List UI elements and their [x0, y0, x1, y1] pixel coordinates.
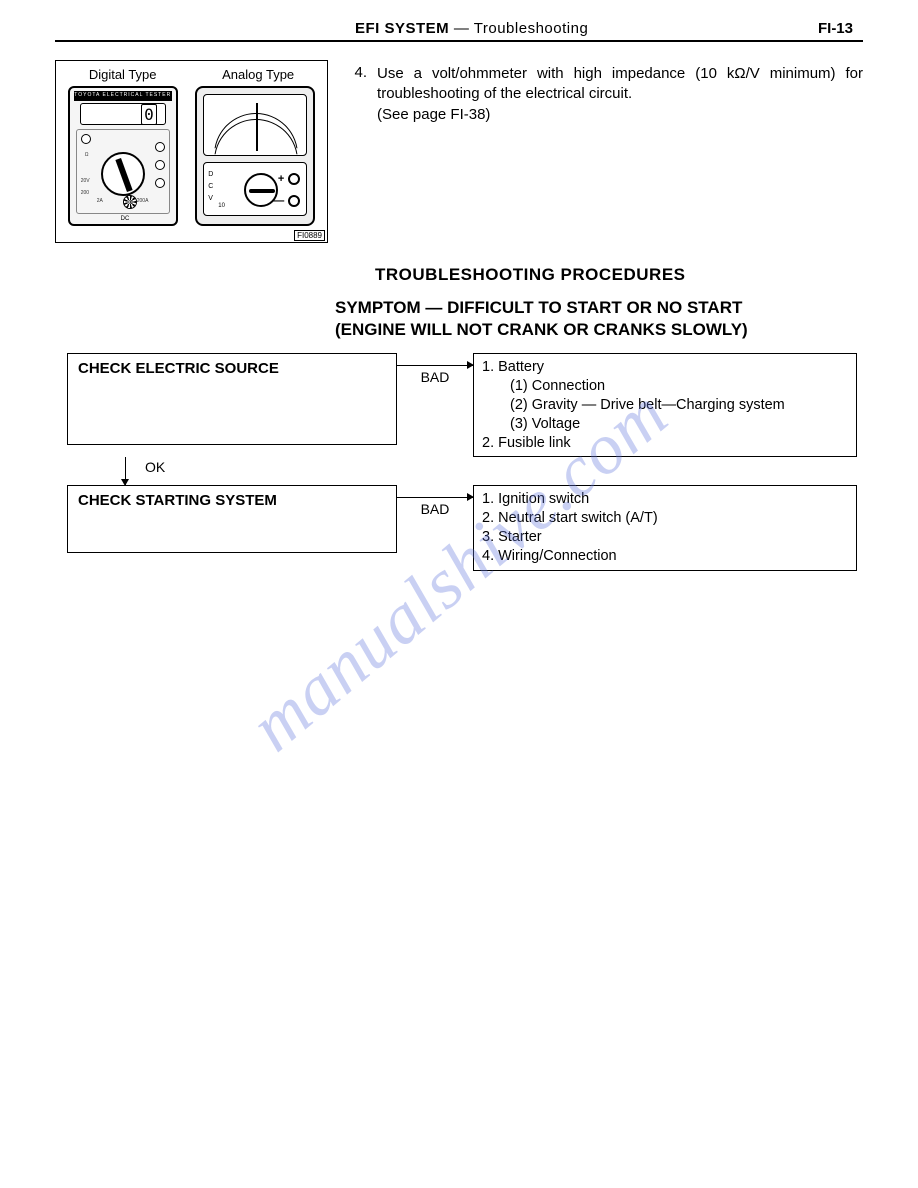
result-line: 4. Wiring/Connection — [482, 547, 848, 566]
header-title-light: Troubleshooting — [474, 20, 589, 37]
symptom-line2: (ENGINE WILL NOT CRANK OR CRANKS SLOWLY) — [335, 319, 863, 341]
box-title: CHECK ELECTRIC SOURCE — [78, 360, 279, 377]
dc-label: DC — [121, 216, 130, 222]
digital-controls: Ω 20V 200 2A 200A — [76, 129, 170, 214]
knob-icon — [155, 142, 165, 152]
result-line: (3) Voltage — [482, 415, 848, 434]
result-box-1: 1. Battery (1) Connection (2) Gravity — … — [473, 353, 857, 457]
digital-brand: TOYOTA ELECTRICAL TESTER — [74, 91, 172, 101]
dial-mark: Ω — [85, 152, 89, 158]
page-header: EFI SYSTEM — Troubleshooting FI-13 — [55, 20, 863, 42]
analog-meter: D C V 10 + — — [195, 86, 315, 226]
page-number: FI-13 — [818, 20, 853, 37]
dial-mark: 2A — [97, 198, 103, 204]
procedures-heading: TROUBLESHOOTING PROCEDURES — [55, 265, 863, 285]
scale-label: C — [208, 183, 213, 190]
needle-icon — [256, 103, 258, 151]
connector-bad: BAD — [397, 485, 473, 570]
box-title: CHECK STARTING SYSTEM — [78, 492, 277, 509]
knob-icon — [155, 178, 165, 188]
digital-readout: 0 — [141, 104, 157, 125]
result-line: 1. Ignition switch — [482, 490, 848, 509]
result-box-2: 1. Ignition switch 2. Neutral start swit… — [473, 485, 857, 570]
plus-sign: + — [278, 173, 284, 185]
step-line: (See page FI-38) — [377, 105, 863, 125]
symptom-line1: SYMPTOM — DIFFICULT TO START OR NO START — [335, 297, 863, 319]
minus-sign: — — [273, 195, 284, 207]
dial-mark: 200 — [81, 190, 89, 196]
flow-step-1: CHECK ELECTRIC SOURCE BAD 1. Battery (1)… — [55, 353, 863, 457]
scale-label: D — [208, 171, 213, 178]
result-line: (2) Gravity — Drive belt—Charging system — [482, 396, 848, 415]
terminal-neg-icon — [288, 195, 300, 207]
fuse-knob-icon — [123, 195, 137, 209]
connector-label: OK — [145, 459, 165, 475]
digital-meter: TOYOTA ELECTRICAL TESTER 0 Ω 20V 200 2A … — [68, 86, 178, 226]
result-line: 2. Fusible link — [482, 434, 848, 453]
analog-type-label: Analog Type — [222, 67, 294, 82]
result-line: 3. Starter — [482, 528, 848, 547]
result-line: (1) Connection — [482, 377, 848, 396]
knob-icon — [155, 160, 165, 170]
dial-mark: 200A — [137, 198, 149, 204]
flowchart: CHECK ELECTRIC SOURCE BAD 1. Battery (1)… — [55, 353, 863, 571]
figure-labels: Digital Type Analog Type — [56, 61, 327, 82]
symptom-heading: SYMPTOM — DIFFICULT TO START OR NO START… — [55, 297, 863, 341]
flow-step-2: CHECK STARTING SYSTEM BAD 1. Ignition sw… — [55, 485, 863, 570]
step-number: 4. — [346, 64, 367, 243]
step-text: Use a volt/ohmmeter with high impedance … — [377, 64, 863, 243]
selector-dial-icon — [101, 152, 145, 196]
digital-type-label: Digital Type — [89, 67, 157, 82]
scale-label: V — [208, 195, 213, 202]
dial-mark: 20V — [81, 178, 90, 184]
result-line: 1. Battery — [482, 358, 848, 377]
check-starting-system-box: CHECK STARTING SYSTEM — [67, 485, 397, 553]
header-title-bold: EFI SYSTEM — [355, 20, 449, 37]
terminal-pos-icon — [288, 173, 300, 185]
arrow-right-icon — [467, 361, 474, 369]
scale-label: 10 — [218, 203, 225, 209]
connector-label: BAD — [397, 501, 473, 517]
knob-icon — [81, 134, 91, 144]
digital-screen: 0 — [80, 103, 166, 125]
meter-figure: Digital Type Analog Type TOYOTA ELECTRIC… — [55, 60, 328, 243]
connector-label: BAD — [397, 369, 473, 385]
step-line: Use a volt/ohmmeter with high impedance … — [377, 64, 863, 105]
step-4: 4. Use a volt/ohmmeter with high impedan… — [346, 60, 863, 243]
analog-controls: D C V 10 + — — [203, 162, 307, 216]
figure-id: FI0889 — [294, 230, 325, 241]
connector-bad: BAD — [397, 353, 473, 457]
header-title: EFI SYSTEM — Troubleshooting — [355, 20, 588, 37]
result-line: 2. Neutral start switch (A/T) — [482, 509, 848, 528]
connector-ok: OK — [67, 457, 863, 485]
check-electric-source-box: CHECK ELECTRIC SOURCE — [67, 353, 397, 445]
meters-row: TOYOTA ELECTRICAL TESTER 0 Ω 20V 200 2A … — [56, 82, 327, 226]
analog-screen — [203, 94, 307, 156]
arrow-right-icon — [467, 493, 474, 501]
top-section: Digital Type Analog Type TOYOTA ELECTRIC… — [55, 60, 863, 243]
